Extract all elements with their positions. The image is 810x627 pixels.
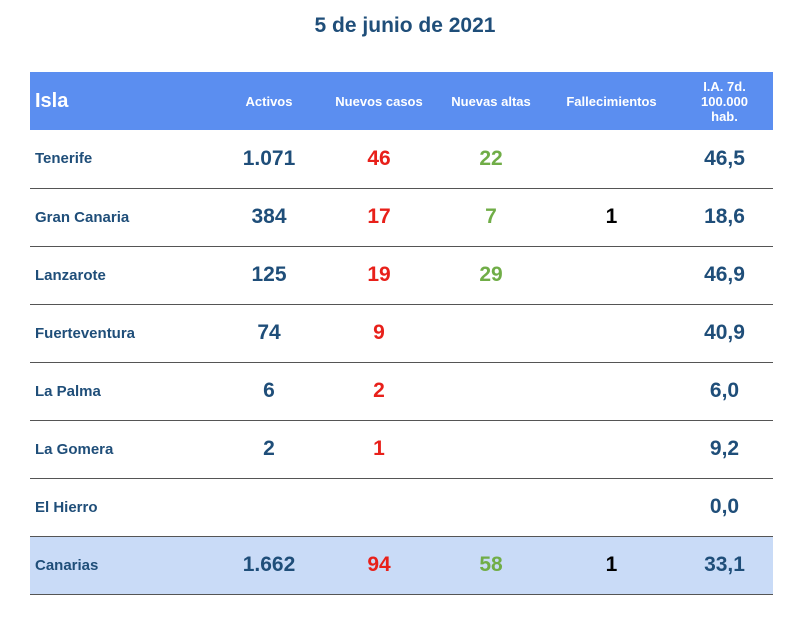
cell-fallecimientos <box>547 478 676 536</box>
cell-isla: El Hierro <box>35 498 98 516</box>
cell-fallecimientos <box>547 246 676 304</box>
cell-fallecimientos: 1 <box>605 553 618 576</box>
cell-nuevas-altas: 29 <box>479 263 503 286</box>
cell-nuevas-altas: 22 <box>479 146 503 170</box>
header-nuevas-altas: Nuevas altas <box>451 93 531 109</box>
cell-nuevos-casos: 1 <box>373 437 385 460</box>
cell-nuevos-casos: 9 <box>373 321 385 344</box>
table-row: La Gomera 2 1 9,2 <box>30 420 773 478</box>
cell-nuevos-casos: 94 <box>367 553 391 576</box>
cell-nuevas-altas <box>435 304 547 362</box>
cell-ia: 18,6 <box>704 205 745 228</box>
cell-ia: 46,9 <box>704 263 745 286</box>
cell-nuevas-altas: 58 <box>479 553 503 576</box>
cell-activos: 1.071 <box>242 146 296 170</box>
header-nuevos-casos: Nuevos casos <box>335 93 423 109</box>
cell-nuevas-altas <box>435 478 547 536</box>
header-activos: Activos <box>245 93 293 109</box>
cell-fallecimientos: 1 <box>605 205 618 228</box>
table-row: La Palma 6 2 6,0 <box>30 362 773 420</box>
cell-fallecimientos <box>547 304 676 362</box>
cell-isla: La Gomera <box>35 440 114 458</box>
cell-isla: Gran Canaria <box>35 208 130 226</box>
cell-ia: 0,0 <box>709 495 740 518</box>
header-ia-line-3: hab. <box>711 108 738 124</box>
cell-nuevos-casos <box>323 478 435 536</box>
cell-nuevos-casos: 2 <box>373 379 385 402</box>
cell-isla: Fuerteventura <box>35 324 136 342</box>
header-row: Isla Activos Nuevos casos Nuevas altas F… <box>30 72 773 130</box>
table-row: Tenerife 1.071 46 22 46,5 <box>30 130 773 188</box>
cell-isla: Canarias <box>35 556 99 574</box>
total-row: Canarias 1.662 94 58 1 33,1 <box>30 536 773 594</box>
page-title: 5 de junio de 2021 <box>314 14 496 37</box>
cell-ia: 6,0 <box>709 379 740 402</box>
cell-nuevas-altas <box>435 362 547 420</box>
header-isla: Isla <box>35 89 69 112</box>
header-fallecimientos: Fallecimientos <box>566 93 657 109</box>
cell-ia: 9,2 <box>709 437 740 460</box>
cell-activos: 1.662 <box>242 553 296 576</box>
cell-ia: 33,1 <box>704 553 745 576</box>
cell-activos: 384 <box>251 205 287 228</box>
cell-fallecimientos <box>547 362 676 420</box>
cell-nuevos-casos: 17 <box>367 205 391 228</box>
cell-isla: Tenerife <box>35 150 93 168</box>
cell-ia: 40,9 <box>704 321 745 344</box>
cell-nuevos-casos: 19 <box>367 263 391 286</box>
cell-isla: La Palma <box>35 382 101 400</box>
table-row: Lanzarote 125 19 29 46,9 <box>30 246 773 304</box>
header-ia-line-2: 100.000 <box>701 93 748 109</box>
table-row: Fuerteventura 74 9 40,9 <box>30 304 773 362</box>
header-ia: I.A. 7d. 100.000 hab. <box>676 72 773 130</box>
covid-table: Isla Activos Nuevos casos Nuevas altas F… <box>30 72 773 595</box>
cell-activos <box>215 478 323 536</box>
cell-isla: Lanzarote <box>35 266 106 284</box>
cell-activos: 2 <box>263 437 275 460</box>
cell-nuevas-altas: 7 <box>485 205 497 228</box>
cell-activos: 6 <box>263 379 275 402</box>
cell-fallecimientos <box>547 130 676 188</box>
cell-ia: 46,5 <box>704 146 745 170</box>
table-row: Gran Canaria 384 17 7 1 18,6 <box>30 188 773 246</box>
header-ia-line-1: I.A. 7d. <box>703 78 746 94</box>
cell-activos: 125 <box>251 263 287 286</box>
table-row: El Hierro 0,0 <box>30 478 773 536</box>
cell-nuevos-casos: 46 <box>367 146 391 170</box>
cell-nuevas-altas <box>435 420 547 478</box>
cell-activos: 74 <box>257 321 281 344</box>
cell-fallecimientos <box>547 420 676 478</box>
